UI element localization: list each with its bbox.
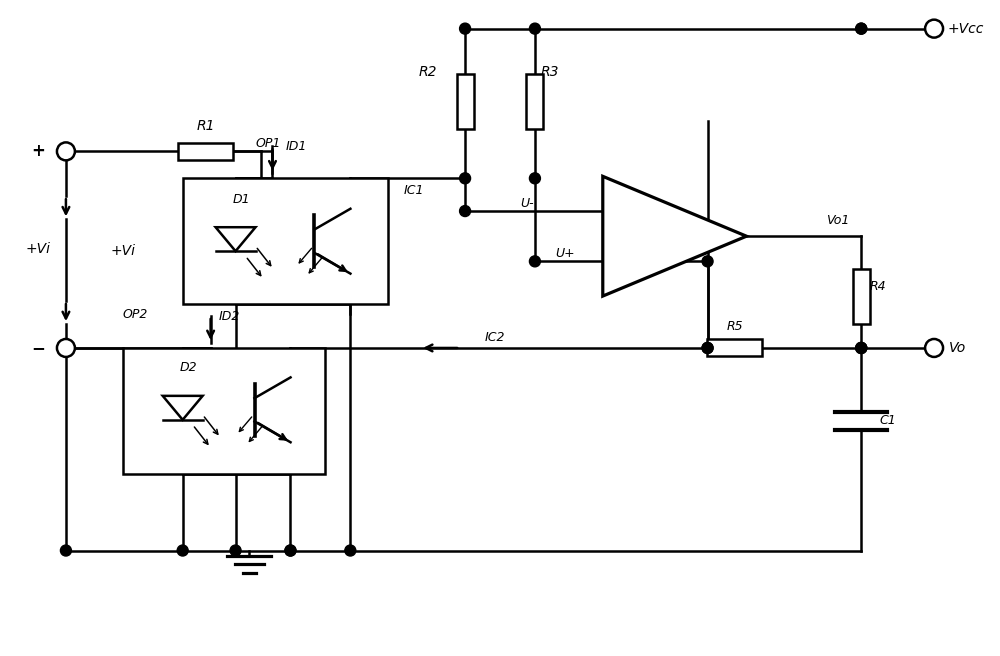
Bar bbox=[707, 339, 762, 356]
Text: R1: R1 bbox=[196, 119, 215, 133]
Text: +Vcc: +Vcc bbox=[947, 22, 983, 35]
Text: Vo: Vo bbox=[949, 341, 966, 355]
Text: +Vi: +Vi bbox=[111, 244, 136, 258]
Circle shape bbox=[856, 23, 867, 34]
Text: ID2: ID2 bbox=[219, 310, 240, 323]
Text: U+: U+ bbox=[555, 247, 575, 260]
Text: ID1: ID1 bbox=[285, 140, 307, 153]
Text: $-$: $-$ bbox=[609, 203, 622, 218]
Circle shape bbox=[460, 173, 471, 184]
Circle shape bbox=[856, 342, 867, 354]
Text: R5: R5 bbox=[726, 319, 743, 333]
Text: +Vi: +Vi bbox=[26, 242, 51, 256]
Circle shape bbox=[529, 173, 540, 184]
Text: A: A bbox=[675, 225, 684, 239]
Bar bbox=[183, 178, 388, 304]
Circle shape bbox=[925, 339, 943, 357]
Polygon shape bbox=[603, 176, 746, 296]
Circle shape bbox=[529, 256, 540, 267]
Circle shape bbox=[60, 545, 71, 556]
Text: C1: C1 bbox=[879, 415, 896, 427]
Circle shape bbox=[285, 545, 296, 556]
Circle shape bbox=[856, 23, 867, 34]
Bar bbox=[853, 268, 870, 323]
Text: IC1: IC1 bbox=[403, 184, 424, 197]
Text: −: − bbox=[31, 339, 45, 357]
Circle shape bbox=[345, 545, 356, 556]
Circle shape bbox=[460, 205, 471, 216]
Text: R4: R4 bbox=[869, 279, 886, 293]
Text: Vo1: Vo1 bbox=[826, 214, 850, 227]
Circle shape bbox=[702, 256, 713, 267]
Text: D1: D1 bbox=[233, 193, 250, 206]
Circle shape bbox=[925, 20, 943, 37]
Bar bbox=[526, 74, 543, 129]
Text: R3: R3 bbox=[541, 64, 559, 79]
Polygon shape bbox=[216, 227, 256, 251]
Circle shape bbox=[702, 342, 713, 354]
Circle shape bbox=[702, 342, 713, 354]
Circle shape bbox=[529, 23, 540, 34]
Circle shape bbox=[460, 23, 471, 34]
Circle shape bbox=[856, 342, 867, 354]
Bar bbox=[457, 74, 474, 129]
Circle shape bbox=[177, 545, 188, 556]
Circle shape bbox=[285, 545, 296, 556]
Text: IC2: IC2 bbox=[485, 331, 506, 344]
Bar bbox=[178, 143, 233, 160]
Text: +: + bbox=[31, 142, 45, 160]
Polygon shape bbox=[163, 396, 203, 420]
Text: $+$: $+$ bbox=[609, 254, 622, 269]
Text: OP1: OP1 bbox=[256, 137, 281, 150]
Circle shape bbox=[230, 545, 241, 556]
Text: U-: U- bbox=[520, 197, 534, 209]
Circle shape bbox=[856, 342, 867, 354]
Text: OP2: OP2 bbox=[123, 308, 148, 321]
Text: R2: R2 bbox=[419, 64, 437, 79]
Bar bbox=[123, 348, 325, 474]
Circle shape bbox=[57, 339, 75, 357]
Text: D2: D2 bbox=[180, 361, 197, 375]
Circle shape bbox=[57, 142, 75, 160]
